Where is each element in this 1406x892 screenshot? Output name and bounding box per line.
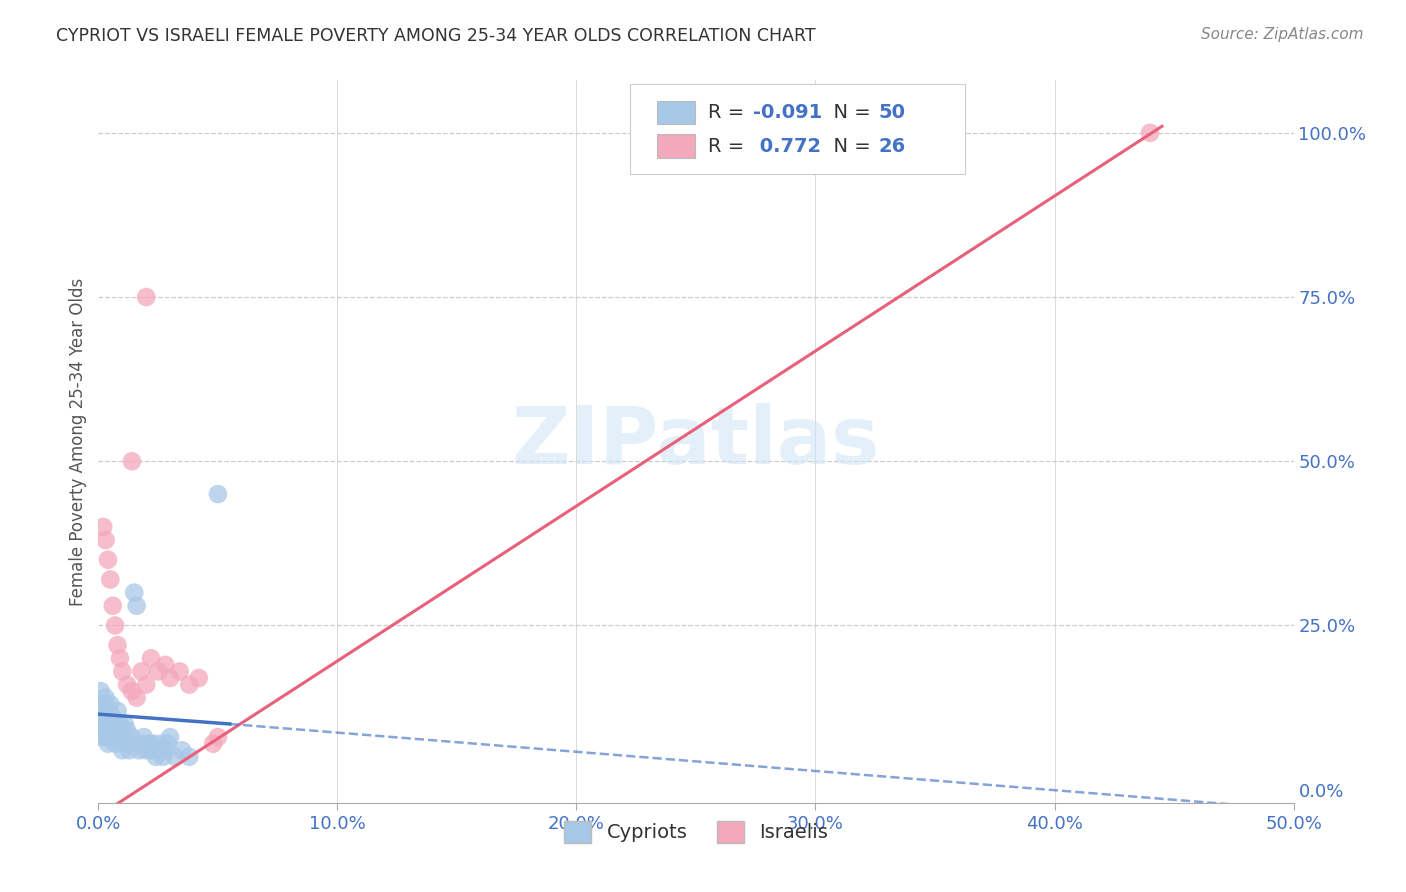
Point — [148, 665, 170, 679]
Point — [179, 677, 201, 691]
Point — [179, 749, 201, 764]
Point — [132, 730, 155, 744]
Point — [94, 730, 117, 744]
Legend: Cypriots, Israelis: Cypriots, Israelis — [555, 813, 837, 851]
Point — [115, 677, 138, 691]
Point — [135, 743, 157, 757]
Point — [97, 737, 120, 751]
FancyBboxPatch shape — [630, 84, 965, 174]
Text: 26: 26 — [879, 136, 905, 155]
Point — [94, 717, 117, 731]
Point — [139, 743, 162, 757]
Point — [152, 749, 174, 764]
Point — [202, 737, 225, 751]
Point — [131, 665, 153, 679]
Point — [135, 677, 157, 691]
Point — [97, 704, 120, 718]
Point — [125, 599, 148, 613]
Point — [114, 717, 136, 731]
Point — [101, 723, 124, 738]
Point — [187, 671, 209, 685]
Text: 0.772: 0.772 — [754, 136, 821, 155]
Point — [207, 487, 229, 501]
Point — [104, 618, 127, 632]
Text: -0.091: -0.091 — [754, 103, 823, 122]
Point — [163, 749, 186, 764]
Point — [159, 671, 181, 685]
Point — [121, 454, 143, 468]
Text: N =: N = — [821, 103, 877, 122]
FancyBboxPatch shape — [657, 101, 695, 124]
Point — [90, 704, 112, 718]
Point — [145, 749, 167, 764]
Text: R =: R = — [709, 103, 751, 122]
Text: R =: R = — [709, 136, 751, 155]
Point — [159, 730, 181, 744]
Point — [104, 717, 127, 731]
Point — [111, 743, 134, 757]
Point — [98, 717, 122, 731]
Point — [104, 737, 127, 751]
Point — [98, 573, 122, 587]
Text: ZIPatlas: ZIPatlas — [512, 402, 880, 481]
Point — [149, 737, 172, 751]
Point — [118, 743, 141, 757]
Point — [125, 690, 148, 705]
Point — [138, 737, 160, 751]
Point — [121, 684, 143, 698]
Point — [148, 743, 170, 757]
Point — [115, 737, 138, 751]
Point — [142, 737, 165, 751]
Point — [172, 743, 194, 757]
Point — [155, 657, 177, 672]
Point — [1139, 126, 1161, 140]
Point — [111, 730, 134, 744]
Point — [91, 723, 114, 738]
Point — [107, 638, 129, 652]
Point — [108, 717, 131, 731]
Point — [101, 599, 124, 613]
Point — [139, 651, 162, 665]
Point — [169, 665, 191, 679]
Point — [107, 704, 129, 718]
Text: CYPRIOT VS ISRAELI FEMALE POVERTY AMONG 25-34 YEAR OLDS CORRELATION CHART: CYPRIOT VS ISRAELI FEMALE POVERTY AMONG … — [56, 27, 815, 45]
Point — [121, 730, 143, 744]
Point — [98, 730, 122, 744]
Point — [90, 730, 112, 744]
Point — [207, 730, 229, 744]
Point — [115, 723, 138, 738]
Point — [94, 690, 117, 705]
Point — [124, 585, 146, 599]
Point — [135, 290, 157, 304]
Point — [131, 737, 153, 751]
Text: Source: ZipAtlas.com: Source: ZipAtlas.com — [1201, 27, 1364, 42]
Text: N =: N = — [821, 136, 877, 155]
Point — [108, 730, 131, 744]
FancyBboxPatch shape — [657, 134, 695, 158]
Point — [107, 723, 129, 738]
Point — [90, 717, 112, 731]
Point — [101, 710, 124, 724]
Point — [128, 743, 150, 757]
Point — [98, 698, 122, 712]
Point — [94, 533, 117, 547]
Point — [91, 698, 114, 712]
Point — [156, 737, 179, 751]
Text: 50: 50 — [879, 103, 905, 122]
Point — [111, 665, 134, 679]
Y-axis label: Female Poverty Among 25-34 Year Olds: Female Poverty Among 25-34 Year Olds — [69, 277, 87, 606]
Point — [97, 553, 120, 567]
Point — [155, 743, 177, 757]
Point — [91, 520, 114, 534]
Point — [91, 710, 114, 724]
Point — [108, 651, 131, 665]
Point — [90, 684, 112, 698]
